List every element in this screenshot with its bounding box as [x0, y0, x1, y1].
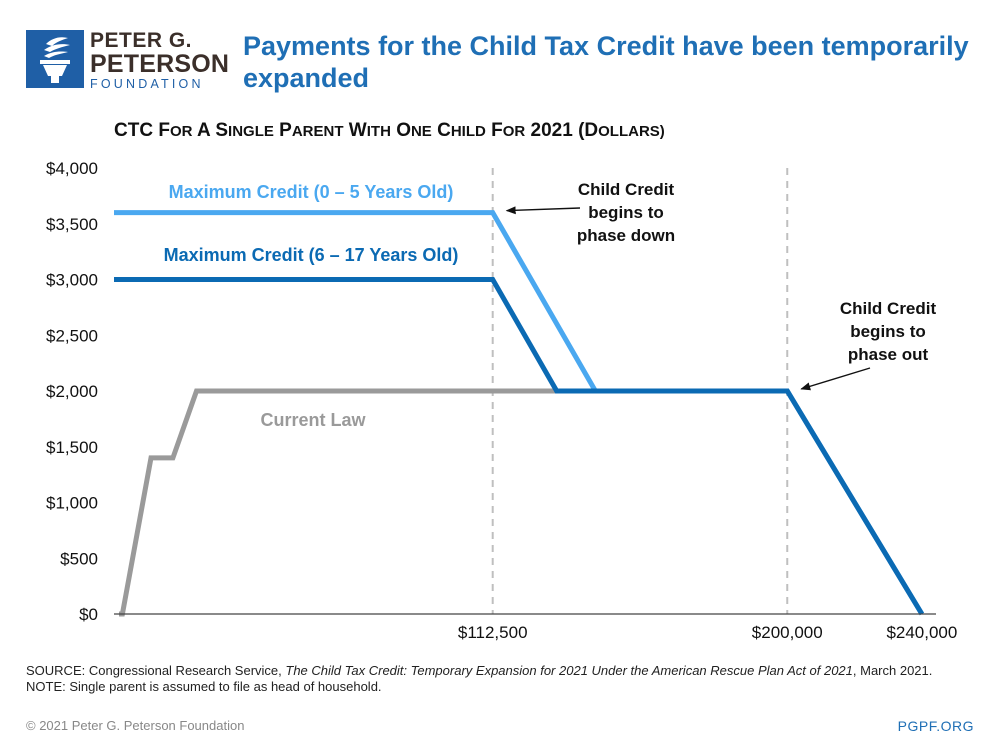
source-note: SOURCE: Congressional Research Service, …: [26, 663, 971, 695]
annotation-2-line: Child Credit: [840, 299, 937, 318]
logo-line-2: PETERSON: [90, 50, 230, 78]
logo-line-3: FOUNDATION: [90, 77, 204, 91]
annotation-2-line: begins to: [850, 322, 926, 341]
series-label-2: Maximum Credit (6 – 17 Years Old): [164, 245, 459, 265]
note: NOTE: Single parent is assumed to file a…: [26, 679, 382, 694]
annotation-2-line: phase out: [848, 345, 929, 364]
source-prefix: SOURCE: Congressional Research Service,: [26, 663, 286, 678]
chart: $0 $500 $1,000 $1,500 $2,000 $2,500 $3,000 $3,5…: [46, 159, 957, 642]
site-link[interactable]: PGPF.ORG: [897, 718, 974, 734]
annotation-1-line: begins to: [588, 203, 664, 222]
series-line-2: [114, 277, 925, 616]
chart-title: CTC FOR A SINGLE PARENT WITH ONE CHILD F…: [114, 120, 665, 141]
series-label-3: Current Law: [260, 410, 366, 430]
annotation-1-arrow: [505, 206, 581, 215]
y-tick-label: $2,000: [46, 382, 98, 401]
annotation-2-arrow: [800, 367, 871, 391]
y-tick-label: $3,500: [46, 215, 98, 234]
x-tick-label: $240,000: [886, 623, 957, 642]
y-tick-label: $1,000: [46, 494, 98, 513]
source-suffix: , March 2021.: [852, 663, 933, 678]
y-tick-label: $0: [79, 605, 98, 624]
x-tick-label: $200,000: [752, 623, 823, 642]
page-title: Payments for the Child Tax Credit have b…: [243, 31, 969, 93]
y-tick-label: $2,500: [46, 326, 98, 345]
logo-line-1: PETER G.: [90, 29, 193, 52]
copyright: © 2021 Peter G. Peterson Foundation: [26, 718, 245, 733]
series-label-1: Maximum Credit (0 – 5 Years Old): [169, 182, 454, 202]
source-title: The Child Tax Credit: Temporary Expansio…: [285, 663, 853, 678]
y-tick-label: $500: [60, 549, 98, 568]
y-tick-label: $3,000: [46, 271, 98, 290]
torch-icon: [26, 30, 84, 88]
annotation-1-line: Child Credit: [578, 180, 675, 199]
logo: PETER G. PETERSON FOUNDATION: [26, 30, 229, 91]
y-tick-label: $1,500: [46, 438, 98, 457]
annotation-1-line: phase down: [577, 226, 675, 245]
x-tick-label: $112,500: [458, 623, 528, 642]
y-tick-label: $4,000: [46, 159, 98, 178]
